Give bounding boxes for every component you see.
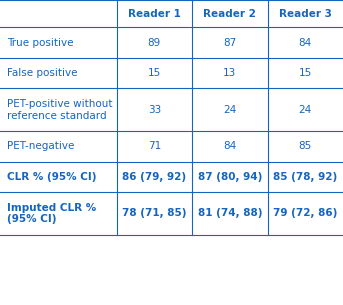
- Text: 24: 24: [299, 105, 312, 115]
- Text: 84: 84: [299, 38, 312, 48]
- Text: 24: 24: [223, 105, 236, 115]
- Text: True positive: True positive: [7, 38, 73, 48]
- Text: 85 (78, 92): 85 (78, 92): [273, 172, 338, 182]
- Text: PET-positive without
reference standard: PET-positive without reference standard: [7, 99, 113, 120]
- Text: 85: 85: [299, 142, 312, 151]
- Text: 33: 33: [148, 105, 161, 115]
- Text: PET-negative: PET-negative: [7, 142, 74, 151]
- Text: Reader 2: Reader 2: [203, 9, 256, 19]
- Text: 87: 87: [223, 38, 236, 48]
- Text: 89: 89: [148, 38, 161, 48]
- Text: 79 (72, 86): 79 (72, 86): [273, 209, 338, 218]
- Text: 78 (71, 85): 78 (71, 85): [122, 209, 187, 218]
- Text: Imputed CLR %
(95% CI): Imputed CLR % (95% CI): [7, 203, 96, 224]
- Text: False positive: False positive: [7, 68, 78, 78]
- Text: Reader 1: Reader 1: [128, 9, 181, 19]
- Text: CLR % (95% CI): CLR % (95% CI): [7, 172, 96, 182]
- Text: 15: 15: [299, 68, 312, 78]
- Text: 13: 13: [223, 68, 236, 78]
- Text: Reader 3: Reader 3: [279, 9, 332, 19]
- Text: 71: 71: [148, 142, 161, 151]
- Text: 87 (80, 94): 87 (80, 94): [198, 172, 262, 182]
- Text: 86 (79, 92): 86 (79, 92): [122, 172, 186, 182]
- Text: 15: 15: [148, 68, 161, 78]
- Text: 81 (74, 88): 81 (74, 88): [198, 209, 262, 218]
- Text: 84: 84: [223, 142, 236, 151]
